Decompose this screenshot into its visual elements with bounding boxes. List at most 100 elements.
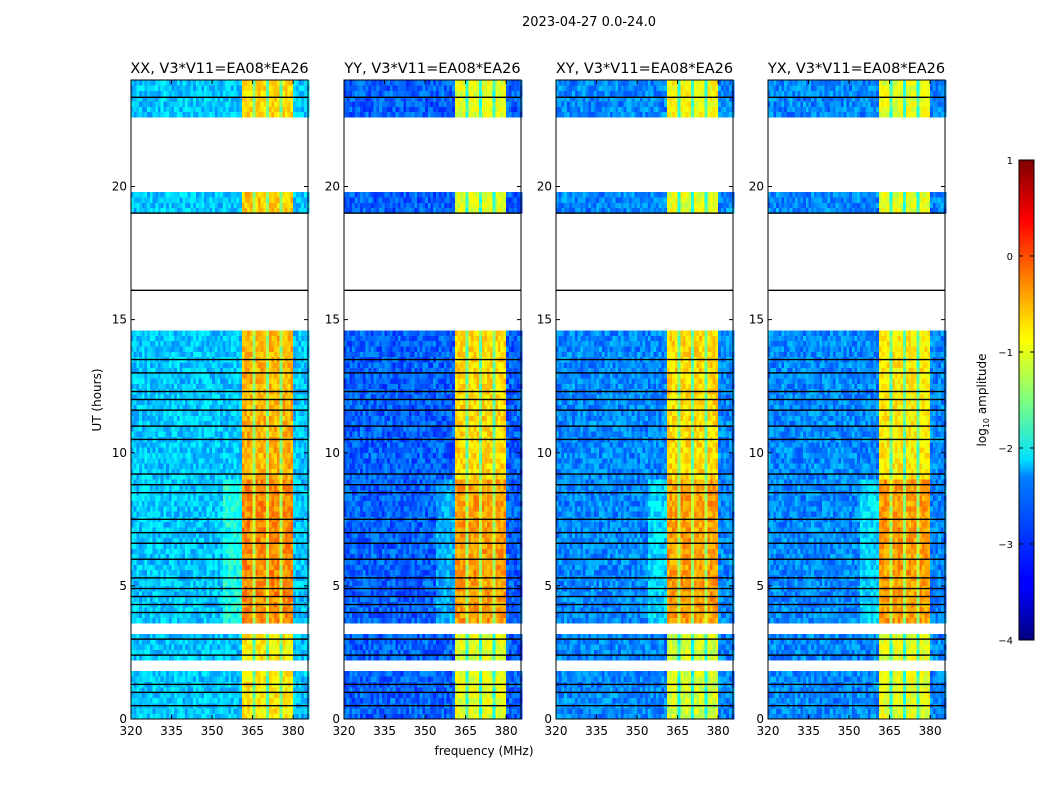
heatmap-cell [149,548,153,555]
heatmap-cell [303,367,307,374]
heatmap-cell [190,372,194,379]
heatmap-cell [293,676,297,682]
heatmap-cell [279,633,283,640]
heatmap-cell [155,532,159,539]
heatmap-cell [266,367,270,374]
heatmap-cell [247,543,251,549]
heatmap-cell [158,399,161,406]
heatmap-cell [266,708,270,714]
heatmap-cell [290,639,294,645]
heatmap-cell [236,479,240,485]
heatmap-cell [255,420,259,427]
heatmap-cell [204,639,207,645]
heatmap-cell [204,447,207,453]
heatmap-cell [285,207,288,214]
heatmap-cell [212,410,216,416]
heatmap-cell [287,420,291,427]
heatmap-cell [252,506,256,512]
heatmap-cell [160,511,164,517]
heatmap-cell [293,468,297,475]
heatmap-cell [290,372,294,379]
heatmap-cell [303,527,307,533]
heatmap-cell [176,617,180,624]
heatmap-cell [179,500,183,507]
heatmap-cell [171,506,175,512]
heatmap-cell [141,697,145,704]
heatmap-cell [182,511,186,517]
heatmap-cell [174,479,178,485]
heatmap-cell [258,378,261,384]
heatmap-cell [274,191,278,198]
heatmap-cell [174,580,178,587]
heatmap-cell [149,644,153,651]
heatmap-cell [287,367,291,374]
heatmap-cell [244,452,248,459]
heatmap-cell [158,532,161,539]
heatmap-cell [144,372,148,379]
heatmap-cell [290,378,294,384]
heatmap-cell [295,362,299,368]
heatmap-cell [204,671,207,677]
heatmap-cell [220,372,224,379]
heatmap-cell [190,410,194,416]
heatmap-cell [241,564,245,571]
heatmap-cell [179,378,183,384]
heatmap-cell [260,426,264,432]
heatmap-cell [271,484,275,491]
heatmap-cell [236,559,240,565]
heatmap-cell [285,383,288,390]
heatmap-cell [174,708,178,714]
heatmap-cell [141,346,145,352]
heatmap-cell [147,351,151,358]
heatmap-cell [136,106,140,113]
heatmap-cell [260,330,264,336]
heatmap-cell [298,687,302,693]
heatmap-cell [158,617,161,624]
heatmap-cell [266,639,270,645]
heatmap-cell [212,564,216,571]
heatmap-cell [155,537,159,544]
heatmap-cell [258,383,261,390]
heatmap-cell [287,335,291,342]
heatmap-cell [228,410,232,416]
heatmap-cell [147,697,151,704]
heatmap-cell [214,197,218,203]
heatmap-cell [133,340,137,347]
heatmap-cell [144,548,148,555]
heatmap-cell [179,713,183,720]
heatmap-cell [295,372,299,379]
heatmap-cell [163,639,167,645]
heatmap-cell [260,207,264,214]
heatmap-cell [258,351,261,358]
heatmap-cell [282,383,286,390]
heatmap-cell [141,383,145,390]
heatmap-cell [293,633,297,640]
heatmap-cell [168,426,172,432]
heatmap-cell [139,596,143,603]
heatmap-cell [268,697,272,704]
heatmap-cell [187,697,191,704]
heatmap-cell [171,191,175,198]
heatmap-cell [268,431,272,438]
heatmap-cell [255,564,259,571]
heatmap-cell [160,458,164,464]
heatmap-cell [212,351,216,358]
heatmap-cell [136,612,140,619]
heatmap-cell [168,713,172,720]
heatmap-cell [244,580,248,587]
heatmap-cell [198,399,202,406]
heatmap-cell [187,197,191,203]
heatmap-cell [185,362,188,368]
heatmap-cell [209,426,213,432]
heatmap-cell [195,335,199,342]
heatmap-cell [217,372,221,379]
heatmap-cell [266,458,270,464]
heatmap-cell [214,106,218,113]
heatmap-cell [141,452,145,459]
heatmap-cell [239,404,243,411]
heatmap-cell [182,101,186,107]
heatmap-cell [158,655,161,661]
heatmap-cell [187,633,191,640]
heatmap-cell [204,362,207,368]
